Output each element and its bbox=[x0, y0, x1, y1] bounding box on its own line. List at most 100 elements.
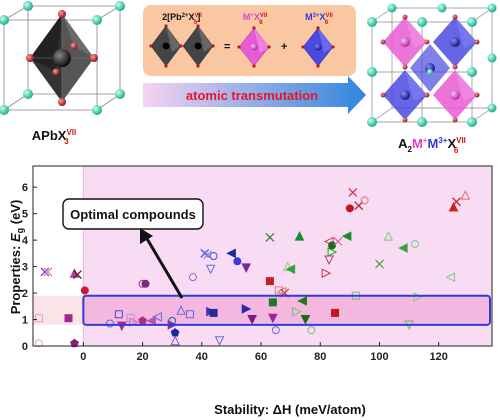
data-point-circle bbox=[80, 286, 89, 295]
data-point-tri-down bbox=[241, 263, 252, 274]
m1-term-label: M+XVII 6 bbox=[243, 12, 268, 26]
x-tick-label: 120 bbox=[430, 351, 448, 363]
data-point-circle bbox=[105, 319, 114, 328]
a-atoms-left bbox=[0, 1, 125, 115]
data-point-pentagon bbox=[70, 338, 79, 348]
y-tick-label: 4 bbox=[22, 235, 29, 247]
data-point-circle bbox=[141, 279, 150, 288]
data-point-tri-up bbox=[170, 335, 180, 346]
data-point-x bbox=[265, 233, 275, 242]
data-point-circle bbox=[209, 252, 218, 260]
data-point-tri-right bbox=[321, 268, 332, 279]
x-atoms-left bbox=[26, 10, 98, 106]
plus-sign: + bbox=[281, 41, 287, 53]
data-point-circle bbox=[307, 326, 316, 335]
data-point-x bbox=[354, 201, 364, 211]
data-point-tri-left bbox=[398, 243, 408, 253]
data-point-tri-up bbox=[294, 231, 305, 241]
data-point-square bbox=[185, 310, 194, 319]
double-perovskite-structure bbox=[367, 3, 497, 127]
data-point-x bbox=[72, 270, 82, 279]
annotation-box bbox=[62, 198, 204, 230]
x-tick-label: 20 bbox=[136, 351, 148, 363]
data-point-circle bbox=[34, 339, 43, 348]
data-point-square bbox=[34, 314, 43, 323]
data-point-square bbox=[331, 308, 340, 317]
y-tick-label: 3 bbox=[22, 262, 28, 274]
data-point-tri-down bbox=[268, 313, 278, 324]
formula-right: A2M+M3+XVII 6 bbox=[398, 136, 466, 155]
plot-frame bbox=[32, 165, 493, 347]
data-point-tri-left bbox=[146, 316, 156, 326]
data-point-tri-left bbox=[297, 296, 307, 306]
pb-octahedra-pair bbox=[149, 24, 215, 68]
data-point-tri-right bbox=[292, 306, 302, 317]
x-tick-label: 80 bbox=[314, 351, 326, 363]
data-point-x bbox=[200, 248, 210, 258]
equals-sign: = bbox=[224, 41, 230, 53]
data-point-circle bbox=[233, 257, 242, 266]
x-tick-label: 60 bbox=[255, 351, 267, 363]
data-point-x bbox=[452, 197, 461, 207]
data-point-x bbox=[40, 267, 50, 277]
y-axis-ticks: 0 1 2 3 4 5 6 bbox=[22, 182, 37, 353]
data-point-tri-down bbox=[247, 315, 257, 325]
data-point-square bbox=[268, 298, 277, 307]
annotation-arrow bbox=[140, 228, 184, 299]
y-tick-label: 6 bbox=[22, 182, 28, 194]
m3-term-label: M3+XVII 6 bbox=[305, 12, 333, 26]
data-point-tri-left bbox=[152, 312, 162, 322]
data-point-circle bbox=[271, 326, 280, 335]
data-point-square bbox=[265, 277, 274, 286]
data-point-tri-down bbox=[214, 336, 225, 346]
data-point-x bbox=[348, 188, 358, 197]
formula-left: APbXVII 3 bbox=[32, 128, 76, 146]
perovskite-structure-left bbox=[0, 1, 125, 115]
arrow-label: atomic transmutation bbox=[186, 88, 318, 103]
data-point-x bbox=[375, 259, 384, 269]
x-atoms-right bbox=[380, 14, 480, 123]
data-point-tri-down bbox=[205, 264, 216, 275]
data-point-circle bbox=[345, 204, 354, 213]
data-point-tri-up bbox=[460, 189, 471, 200]
data-point-tri-down bbox=[300, 315, 311, 325]
data-point-tri-left bbox=[285, 264, 296, 275]
data-point-tri-right bbox=[327, 247, 338, 257]
transmutation-arrow bbox=[143, 76, 366, 114]
data-point-tri-left bbox=[445, 272, 456, 282]
data-point-circle bbox=[188, 273, 197, 282]
data-point-tri-up bbox=[448, 201, 459, 212]
x-tick-label: 100 bbox=[370, 351, 388, 363]
m1-octahedron bbox=[237, 26, 271, 68]
x-axis-ticks: 0 20 40 60 80 100 120 bbox=[80, 342, 448, 363]
data-point-square bbox=[114, 310, 123, 319]
y-tick-label: 0 bbox=[22, 341, 28, 353]
data-point-square bbox=[209, 308, 218, 317]
y-tick-label: 1 bbox=[22, 315, 28, 327]
m3-octahedron bbox=[301, 26, 335, 68]
annotation-text: Optimal compounds bbox=[70, 207, 196, 222]
y-tick-label: 2 bbox=[22, 288, 28, 300]
x-tick-label: 0 bbox=[80, 351, 86, 363]
x-tick-label: 40 bbox=[196, 351, 208, 363]
data-point-tri-right bbox=[241, 304, 252, 314]
data-point-tri-left bbox=[341, 231, 352, 241]
y-axis-label: Properties: Eg (eV) bbox=[8, 200, 25, 315]
data-point-tri-up bbox=[282, 261, 293, 272]
pb-atom bbox=[53, 49, 71, 67]
x-axis-label: Stability: ΔH (meV/atom) bbox=[214, 402, 366, 417]
data-point-tri-up bbox=[176, 305, 186, 315]
data-point-square bbox=[64, 314, 73, 323]
pb-term-label: 2[Pb2+XVII 6] bbox=[162, 12, 202, 26]
data-point-circle bbox=[411, 240, 420, 249]
optimal-band-unstable-part bbox=[33, 295, 84, 325]
data-point-tri-left bbox=[226, 248, 236, 259]
data-point-circle bbox=[360, 196, 369, 205]
data-point-x bbox=[43, 267, 53, 277]
data-point-x bbox=[333, 236, 343, 246]
optimal-band-border bbox=[82, 294, 491, 326]
data-point-square bbox=[126, 314, 135, 323]
stability-bandgap-scatter: 0 20 40 60 80 100 120 0 1 2 3 4 5 6 Optimal compound… bbox=[8, 165, 493, 417]
data-point-circle bbox=[328, 241, 337, 250]
